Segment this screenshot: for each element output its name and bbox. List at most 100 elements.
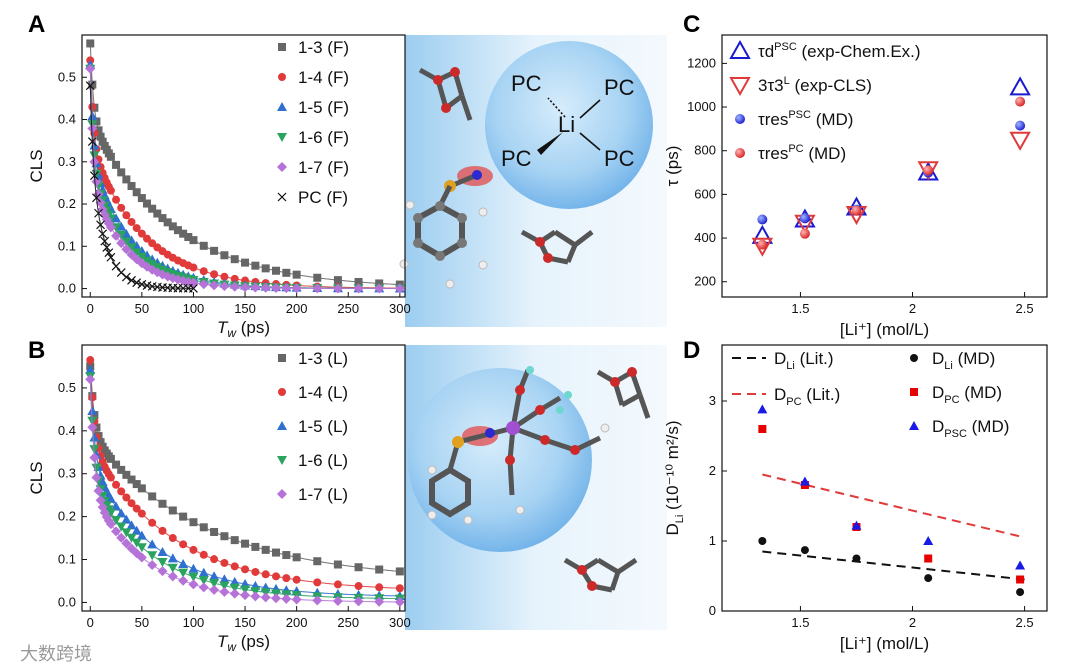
x-tick-label: 50 [135,615,149,630]
data-point [291,594,302,605]
data-point [230,255,239,264]
data-point [210,527,219,536]
data-point [117,203,126,212]
legend-marker [277,489,287,499]
data-point [188,563,199,573]
data-point [220,251,229,260]
data-point [86,39,95,48]
data-point [116,522,127,532]
data-point [282,268,291,277]
data-point [189,236,198,245]
x-tick-label: 1.5 [791,301,809,316]
data-point [98,137,107,146]
x-tick-label: 150 [234,301,256,316]
data-point [121,514,132,524]
x-axis-label: [Li⁺] (mol/L) [840,634,929,653]
data-point [210,270,219,279]
data-point [198,567,209,577]
data-point [799,213,810,224]
x-tick-label: 0 [87,615,94,630]
data-point [312,283,323,294]
data-point [332,283,343,294]
legend-marker [735,148,745,158]
panel-c: 1.5 2 2.5 200 400 600 800 1000 1200 [Li⁺] (mol/L)… [663,34,1048,339]
data-point [230,562,239,571]
data-point [132,480,141,489]
data-point [923,536,934,545]
y-tick-label: 0.2 [58,509,76,524]
data-point [85,81,95,91]
y-tick-label: 0.4 [58,112,76,127]
data-point [111,526,122,537]
data-point [230,274,239,283]
y-tick-label: 1000 [687,99,716,114]
data-point [229,281,240,292]
solvation-sphere [485,41,653,209]
x-tick-label: 300 [389,301,411,316]
watermark: 大数跨境 [20,644,92,665]
legend-label: DLi (Lit.) [774,349,834,372]
data-point [229,583,240,593]
data-point [799,228,810,239]
data-point [758,537,767,545]
legend-marker [278,73,286,81]
data-point [800,546,809,555]
data-point [353,283,364,294]
svg-text:τ (ps): τ (ps) [663,146,682,187]
data-point [136,246,147,256]
x-tick-label: 100 [183,301,205,316]
panel-label-c: C [683,11,700,38]
data-point [168,534,177,543]
legend-marker [277,192,287,202]
data-point [271,593,282,604]
data-point [332,595,343,606]
legend-marker [277,162,287,172]
data-point [394,596,405,607]
y-tick-label: 600 [694,186,716,201]
legend-marker [729,77,751,97]
data-point [137,229,146,238]
y-axis-label: CLS [27,461,46,494]
data-point [85,374,96,385]
x-tick-label: 50 [135,301,149,316]
data-point [131,525,142,535]
data-point [179,512,188,521]
x-tick-label: 2 [909,615,916,630]
y-tick-label: 0.4 [58,423,76,438]
data-point [126,520,137,530]
data-point [250,591,261,602]
data-point [132,278,142,288]
data-point [121,538,132,549]
data-point [132,224,141,233]
panel-b: 0 50 100 150 200 250 300 0.0 0.1 0.2 0.3 0.4 0.5 Tw (… [27,344,411,654]
data-point [148,518,157,527]
legend-label: 1-7 (L) [298,485,348,504]
data-point [220,532,229,541]
data-point [92,193,101,203]
data-point [102,242,112,252]
data-point [312,595,323,606]
data-point [394,283,405,294]
data-point [105,519,116,530]
data-point [199,267,208,276]
data-point [168,222,177,231]
data-point [116,230,127,240]
data-point [354,563,363,572]
legend-label: PC (F) [298,188,348,207]
data-point [93,485,104,496]
data-point [127,499,136,508]
data-point [178,558,189,568]
data-point [89,171,99,181]
y-tick-label: 2 [709,463,716,478]
data-point [178,575,189,586]
data-point [179,540,188,549]
data-point [219,586,230,597]
data-point [374,596,385,607]
legend-label: τresPSC (MD) [758,109,853,129]
data-point [852,554,861,563]
data-point [272,572,281,581]
data-point [104,248,114,258]
data-point [1015,120,1026,131]
data-point [157,546,168,556]
data-point [137,279,147,289]
